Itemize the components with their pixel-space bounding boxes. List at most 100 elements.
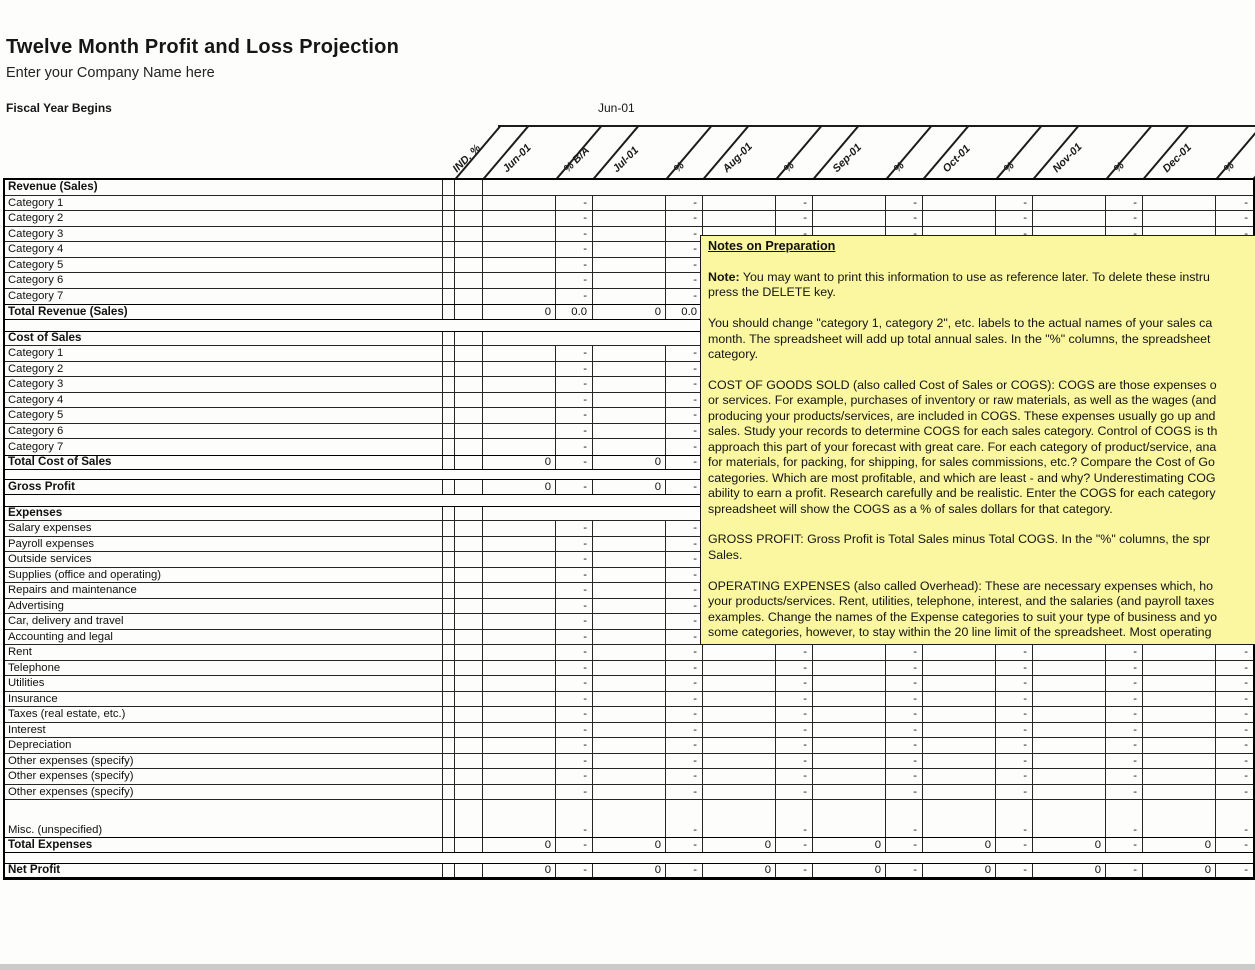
ind-pct-cell[interactable] <box>455 521 483 536</box>
month-value-cell[interactable] <box>1143 211 1216 226</box>
row-label[interactable]: Category 3 <box>5 226 443 241</box>
month-value-cell[interactable] <box>813 645 886 660</box>
grid-cell[interactable] <box>443 521 455 536</box>
pct-value-cell[interactable]: - <box>1244 723 1248 736</box>
pct-value-cell[interactable]: - <box>666 480 703 494</box>
pct-value-cell[interactable]: - <box>996 863 1033 877</box>
month-value-cell[interactable] <box>1143 800 1216 837</box>
pct-value-cell[interactable]: - <box>1106 838 1143 852</box>
pct-value-cell[interactable]: - <box>666 195 703 210</box>
row-label[interactable]: Payroll expenses <box>5 536 443 551</box>
month-value-cell[interactable] <box>593 676 666 691</box>
month-value-cell[interactable] <box>1143 660 1216 675</box>
pct-value-cell[interactable]: - <box>666 863 703 877</box>
grid-cell[interactable] <box>443 305 455 319</box>
pct-value-cell[interactable]: - <box>556 273 593 288</box>
month-value-cell[interactable] <box>703 226 776 241</box>
pct-value-cell[interactable]: - <box>556 707 593 722</box>
month-value-cell[interactable] <box>483 273 556 288</box>
row-label[interactable]: Interest <box>5 722 443 737</box>
month-value-cell[interactable] <box>593 769 666 784</box>
month-value-cell[interactable] <box>483 583 556 598</box>
grid-cell[interactable] <box>443 346 455 361</box>
column-header--[interactable]: % <box>1001 159 1017 175</box>
pct-value-cell[interactable]: - <box>556 455 593 469</box>
grid-cell[interactable] <box>443 480 455 494</box>
company-name-cell[interactable]: Enter your Company Name here <box>6 65 215 81</box>
ind-pct-cell[interactable] <box>455 769 483 784</box>
row-label[interactable]: Category 2 <box>5 211 443 226</box>
month-value-cell[interactable] <box>483 784 556 799</box>
month-value-cell[interactable] <box>813 753 886 768</box>
pct-value-cell[interactable]: - <box>886 838 923 852</box>
row-label[interactable]: Total Expenses <box>5 838 443 852</box>
month-value-cell[interactable] <box>923 226 996 241</box>
month-value-cell[interactable] <box>1143 195 1216 210</box>
pct-value-cell[interactable]: - <box>1106 660 1143 675</box>
ind-pct-cell[interactable] <box>455 863 483 877</box>
month-value-cell[interactable] <box>593 645 666 660</box>
pct-value-cell[interactable]: - <box>886 769 923 784</box>
month-value-cell[interactable] <box>923 195 996 210</box>
grid-cell[interactable] <box>443 226 455 241</box>
month-value-cell[interactable] <box>483 377 556 392</box>
month-value-cell[interactable] <box>923 800 996 837</box>
ind-pct-cell[interactable] <box>455 423 483 438</box>
pct-value-cell[interactable]: - <box>776 676 813 691</box>
pct-value-cell[interactable]: - <box>556 753 593 768</box>
pct-value-cell[interactable]: - <box>556 408 593 423</box>
month-value-cell[interactable] <box>1033 676 1106 691</box>
month-value-cell[interactable] <box>593 552 666 567</box>
pct-value-cell[interactable]: - <box>1244 754 1248 767</box>
ind-pct-cell[interactable] <box>455 480 483 494</box>
column-header-aug-01[interactable]: Aug-01 <box>720 140 755 175</box>
ind-pct-cell[interactable] <box>455 598 483 613</box>
pct-value-cell[interactable]: - <box>1106 722 1143 737</box>
column-header-sep-01[interactable]: Sep-01 <box>830 141 865 175</box>
row-label[interactable]: Category 7 <box>5 439 443 455</box>
pct-value-cell[interactable]: - <box>666 769 703 784</box>
row-label[interactable]: Other expenses (specify) <box>5 784 443 799</box>
month-value-cell[interactable] <box>483 722 556 737</box>
pct-value-cell[interactable]: - <box>886 753 923 768</box>
month-value-cell[interactable] <box>593 629 666 644</box>
ind-pct-cell[interactable] <box>455 439 483 455</box>
grid-cell[interactable] <box>443 691 455 706</box>
month-value-cell[interactable] <box>593 753 666 768</box>
month-value-cell[interactable] <box>1143 769 1216 784</box>
month-value-cell[interactable] <box>703 738 776 753</box>
month-value-cell[interactable] <box>593 361 666 376</box>
month-value-cell[interactable] <box>483 800 556 837</box>
month-value-cell[interactable] <box>703 800 776 837</box>
month-value-cell[interactable] <box>923 691 996 706</box>
pct-value-cell[interactable]: - <box>776 738 813 753</box>
pct-value-cell[interactable]: - <box>886 784 923 799</box>
column-header-nov-01[interactable]: Nov-01 <box>1050 141 1085 175</box>
pct-value-cell[interactable]: - <box>1244 661 1248 674</box>
pct-value-cell[interactable]: - <box>996 226 1033 241</box>
column-header--b-a[interactable]: % B/A <box>561 144 593 175</box>
grid-cell[interactable] <box>443 784 455 799</box>
grid-cell[interactable] <box>443 598 455 613</box>
row-label[interactable]: Misc. (unspecified) <box>5 800 443 837</box>
pct-value-cell[interactable]: - <box>1106 784 1143 799</box>
ind-pct-cell[interactable] <box>455 645 483 660</box>
pct-value-cell[interactable]: - <box>996 753 1033 768</box>
month-value-cell[interactable] <box>1033 784 1106 799</box>
month-value-cell[interactable] <box>1033 738 1106 753</box>
grid-cell[interactable] <box>443 195 455 210</box>
row-label[interactable]: Category 6 <box>5 423 443 438</box>
month-value-cell[interactable] <box>483 257 556 272</box>
grid-cell[interactable] <box>443 361 455 376</box>
pct-value-cell[interactable]: - <box>666 629 703 644</box>
ind-pct-cell[interactable] <box>455 676 483 691</box>
ind-pct-cell[interactable] <box>455 331 483 345</box>
pct-value-cell[interactable]: - <box>996 645 1033 660</box>
pct-value-cell[interactable]: - <box>776 769 813 784</box>
row-label[interactable]: Depreciation <box>5 738 443 753</box>
pct-value-cell[interactable]: - <box>556 629 593 644</box>
month-value-cell[interactable] <box>1033 645 1106 660</box>
month-value-cell[interactable] <box>483 552 556 567</box>
row-label[interactable]: Category 4 <box>5 392 443 407</box>
pct-value-cell[interactable]: - <box>556 738 593 753</box>
